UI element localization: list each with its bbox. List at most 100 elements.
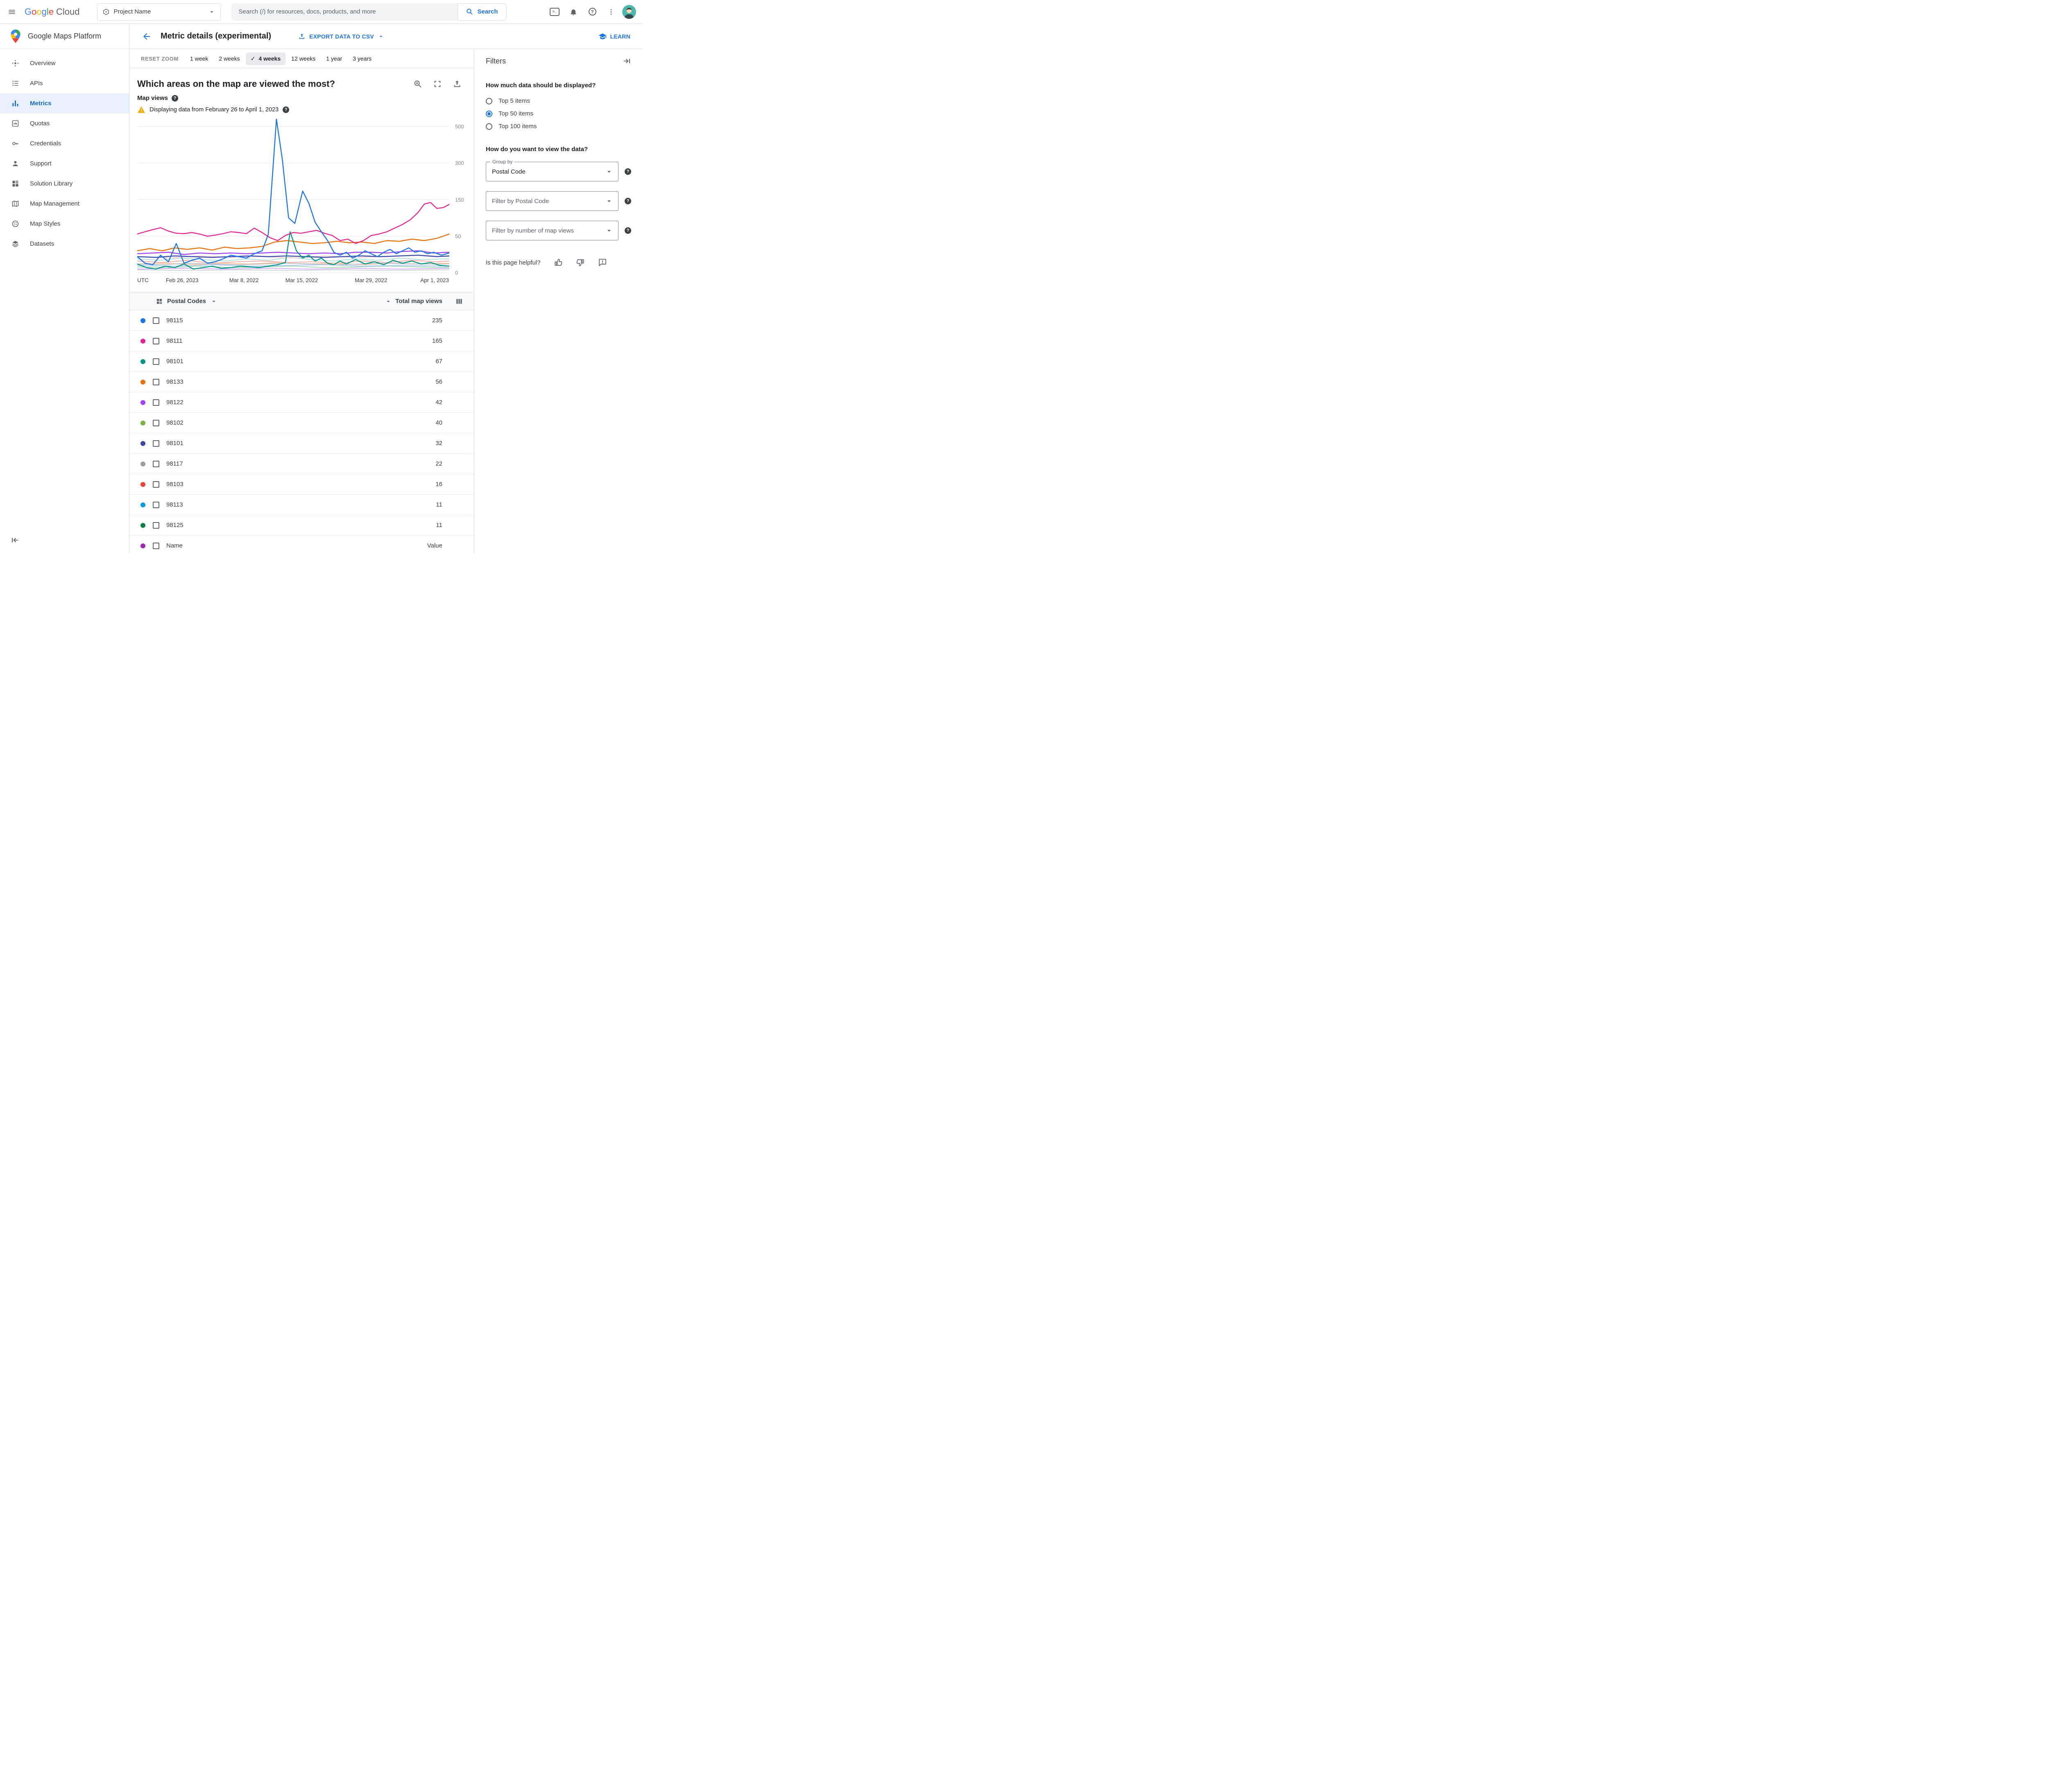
thumbs-down-icon[interactable] [575,258,585,267]
avatar[interactable] [622,5,636,19]
filter-postal-code-select[interactable]: Filter by Postal Code [486,191,618,211]
chart-plot[interactable]: 500 300 150 50 0 [137,117,464,276]
row-checkbox[interactable] [153,440,159,447]
sidebar-item-overview[interactable]: Overview [0,53,129,73]
time-range-1-week[interactable]: ✓ 1 week [185,52,213,65]
sidebar-item-support[interactable]: Support [0,154,129,174]
y-axis-label: 150 [455,197,464,203]
zoom-select-icon[interactable] [413,79,422,88]
search-input[interactable] [231,3,458,20]
metric-help-icon[interactable]: ? [172,95,179,102]
check-icon: ✓ [250,55,256,62]
sidebar-item-datasets[interactable]: Datasets [0,234,129,254]
radio-top-100-items[interactable]: Top 100 items [486,120,631,133]
time-range-2-weeks[interactable]: ✓ 2 weeks [214,52,245,65]
row-checkbox[interactable] [153,460,159,467]
cloud-shell-icon[interactable]: >_ [545,2,564,21]
postal-code: 98101 [166,440,184,447]
row-checkbox[interactable] [153,399,159,406]
search-button[interactable]: Search [457,3,507,20]
data-amount-question: How much data should be displayed? [486,82,596,89]
postal-code: 98102 [166,419,184,426]
filter-map-views-select[interactable]: Filter by number of map views [486,221,618,240]
timezone-label: UTC [137,277,149,283]
notifications-bell-icon[interactable] [564,2,583,21]
radio-top-5-items[interactable]: Top 5 items [486,95,631,107]
export-chart-icon[interactable] [453,79,462,88]
sidebar-item-solution-library[interactable]: Solution Library [0,174,129,194]
group-by-select[interactable]: Group by Postal Code [486,159,618,181]
warning-help-icon[interactable]: ? [283,106,290,113]
chevron-down-icon [605,167,613,176]
collapse-filters-icon[interactable] [622,57,631,66]
postal-code: 98115 [166,317,183,324]
project-selector[interactable]: Project Name [97,3,221,20]
row-checkbox[interactable] [153,419,159,426]
row-checkbox[interactable] [153,337,159,344]
help-icon[interactable]: ? [583,2,602,21]
y-axis-label: 500 [455,123,464,130]
chart-title: Which areas on the map are viewed the mo… [137,79,335,89]
filter-postal-help-icon[interactable]: ? [625,198,631,204]
filter-views-help-icon[interactable]: ? [625,227,631,234]
row-checkbox[interactable] [153,501,159,508]
series-98101-b [137,255,449,258]
value-column-header[interactable]: Total map views [385,298,474,305]
view-data-question: How do you want to view the data? [486,146,588,153]
group-by-column-header[interactable]: Postal Codes [156,298,217,305]
row-checkbox[interactable] [153,378,159,385]
learn-button[interactable]: LEARN [598,32,630,41]
back-arrow-icon[interactable] [142,32,152,41]
project-icon [102,8,110,16]
sidebar-item-credentials[interactable]: Credentials [0,133,129,154]
time-range-4-weeks[interactable]: ✓ 4 weeks [245,52,286,65]
row-checkbox[interactable] [153,481,159,488]
export-csv-button[interactable]: EXPORT DATA TO CSV [298,33,384,40]
table-row: 98122 42 [129,392,474,413]
postal-code: 98122 [166,399,184,406]
filters-title: Filters [486,57,506,65]
sidebar-item-apis[interactable]: APIs [0,73,129,93]
table-row: 98115 235 [129,310,474,331]
row-checkbox[interactable] [153,358,159,365]
sidebar-item-map-management[interactable]: Map Management [0,194,129,214]
search-icon [466,8,473,16]
map-views-value: 56 [435,378,442,385]
row-checkbox[interactable] [153,317,159,324]
radio-top-50-items[interactable]: Top 50 items [486,107,631,120]
series-color-dot [140,400,145,405]
sidebar-item-metrics[interactable]: Metrics [0,93,129,113]
map-views-value: 22 [435,460,442,467]
series-color-dot [140,379,145,385]
series-color-dot [140,338,145,344]
row-checkbox[interactable] [153,542,159,549]
time-range-12-weeks[interactable]: ✓ 12 weeks [286,52,320,65]
table-row: 98101 32 [129,433,474,454]
thumbs-up-icon[interactable] [553,258,563,267]
x-axis-label: Mar 29, 2022 [354,277,387,283]
row-checkbox[interactable] [153,522,159,529]
reset-zoom-button[interactable]: RESET ZOOM [141,55,179,62]
credentials-icon [11,139,20,148]
warning-icon [137,106,145,113]
chevron-down-icon [605,226,613,235]
hamburger-menu-icon[interactable] [2,2,21,21]
group-by-help-icon[interactable]: ? [625,168,631,175]
table-row: 98102 40 [129,413,474,433]
chart-actions [413,79,462,88]
radio-icon [486,110,492,117]
sidebar-item-quotas[interactable]: Quotas [0,113,129,133]
feedback-icon[interactable] [598,258,607,267]
sidebar-item-map-styles[interactable]: Map Styles [0,214,129,234]
kebab-menu-icon[interactable] [602,2,621,21]
chevron-down-icon [208,8,215,16]
postal-grid-icon [156,298,163,305]
series-color-dot [140,523,145,528]
fullscreen-icon[interactable] [433,79,442,88]
time-range-3-years[interactable]: ✓ 3 years [348,52,376,65]
map-views-value: 40 [435,419,442,426]
time-range-1-year[interactable]: ✓ 1 year [321,52,347,65]
column-settings-icon[interactable] [455,297,463,305]
collapse-sidebar-icon[interactable] [11,536,20,545]
series-color-dot [140,482,145,487]
